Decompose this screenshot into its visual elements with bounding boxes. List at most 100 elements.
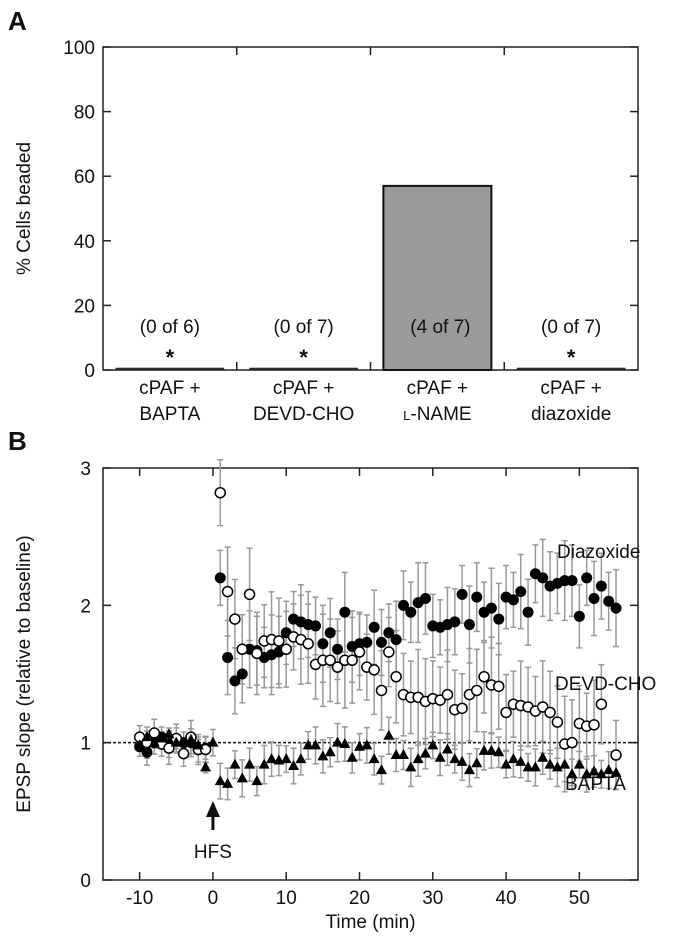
diazoxide-point [397,599,409,611]
bapta-point [412,753,424,764]
devd-cho-point [302,638,314,650]
bapta-point [346,751,358,762]
bapta-point [214,775,226,786]
devd-cho-point [346,654,358,667]
diazoxide-point [515,586,527,598]
bapta-point [529,761,541,772]
diazoxide-point [214,572,226,584]
bapta-point [324,746,336,757]
y-tick-label: 1 [80,734,91,755]
bar [249,367,358,371]
bapta-point [310,739,322,750]
y-tick-label: 0 [84,361,95,382]
bar-chart-panel-a: 0 20 40 60 80 100 % Cells beaded (0 of 6) * cPAF … [14,38,639,425]
diazoxide-point [507,594,519,606]
bapta-point [332,736,344,747]
devd-cho-point [280,643,292,656]
devd-cho-point [441,688,454,701]
x-category-label: BAPTA [139,404,200,425]
devd-cho-point [610,749,622,761]
data-points [133,486,622,788]
y-tick-label: 100 [63,38,95,59]
bapta-point [595,768,607,779]
bapta-point [288,760,300,771]
diazoxide-point [405,606,417,618]
diazoxide-point [236,668,248,680]
diazoxide-point [368,621,380,633]
bapta-point [280,753,292,764]
bapta-point [295,753,307,764]
bapta-point [449,753,461,764]
devd-cho-point [214,486,227,499]
diazoxide-point [603,595,615,607]
x-category-label: DEVD-CHO [253,404,354,425]
bapta-point [222,777,234,788]
x-tick-label: 30 [422,888,443,909]
x-tick-label: 40 [496,888,517,909]
x-axis-label: Time (min) [325,912,415,933]
x-tick-label: 50 [569,888,590,909]
devd-cho-point [177,747,190,760]
bar-annotation: (0 of 7) [274,317,334,338]
diazoxide-point [229,675,241,687]
diazoxide-point [566,575,578,587]
diazoxide-point [449,616,461,628]
diazoxide-point [537,572,549,584]
bapta-point [456,755,468,766]
bapta-point [507,753,519,764]
bapta-point [573,758,585,769]
diazoxide-point [522,606,534,618]
bapta-point [134,739,146,750]
x-category-label: L-NAME [403,404,471,425]
diazoxide-point [390,634,402,646]
devd-cho-point [375,684,388,697]
x-category-label: cPAF + [139,378,200,399]
bapta-point [185,733,197,744]
diazoxide-point [317,638,329,650]
diazoxide-point [573,610,585,622]
diazoxide-point [339,606,351,618]
devd-cho-point [273,635,285,647]
bapta-point [559,758,571,769]
bapta-point [229,758,241,769]
x-category-label: cPAF + [540,378,601,399]
panel-label-b: B [8,426,27,456]
x-category-label: diazoxide [531,404,611,425]
diazoxide-point [419,592,431,604]
hfs-arrow-icon [205,801,220,817]
category-rest: -NAME [410,404,471,425]
significance-star: * [567,345,576,370]
y-tick-label: 80 [74,103,95,124]
small-caps-l: L [403,408,410,423]
devd-cho-point [544,706,556,719]
devd-cho-point [243,588,256,601]
devd-cho-point [390,670,402,683]
diazoxide-point [222,652,234,664]
bar [516,367,626,371]
y-tick-label: 0 [80,871,91,892]
y-tick-label: 60 [74,167,95,188]
bapta-point [302,739,314,750]
y-tick-label: 40 [74,232,95,253]
bapta-point [434,751,446,762]
diazoxide-point [588,592,600,604]
diazoxide-point [456,588,468,600]
series-label: DEVD-CHO [555,674,656,695]
bapta-point [544,758,556,769]
bapta-point [390,749,402,760]
bar [382,184,493,371]
y-axis-label: % Cells beaded [14,142,35,275]
devd-cho-point [236,643,248,656]
diazoxide-point [375,636,387,648]
x-tick-label: 0 [208,888,219,909]
series-label: BAPTA [565,774,626,795]
x-tick-label: 20 [349,888,370,909]
bapta-point [258,758,270,769]
bapta-point [361,739,373,750]
bapta-point [178,736,190,747]
devd-cho-point [324,654,336,667]
devd-cho-point [471,684,483,697]
bapta-point [603,764,615,775]
bapta-point [207,736,219,747]
devd-cho-point [493,680,505,693]
